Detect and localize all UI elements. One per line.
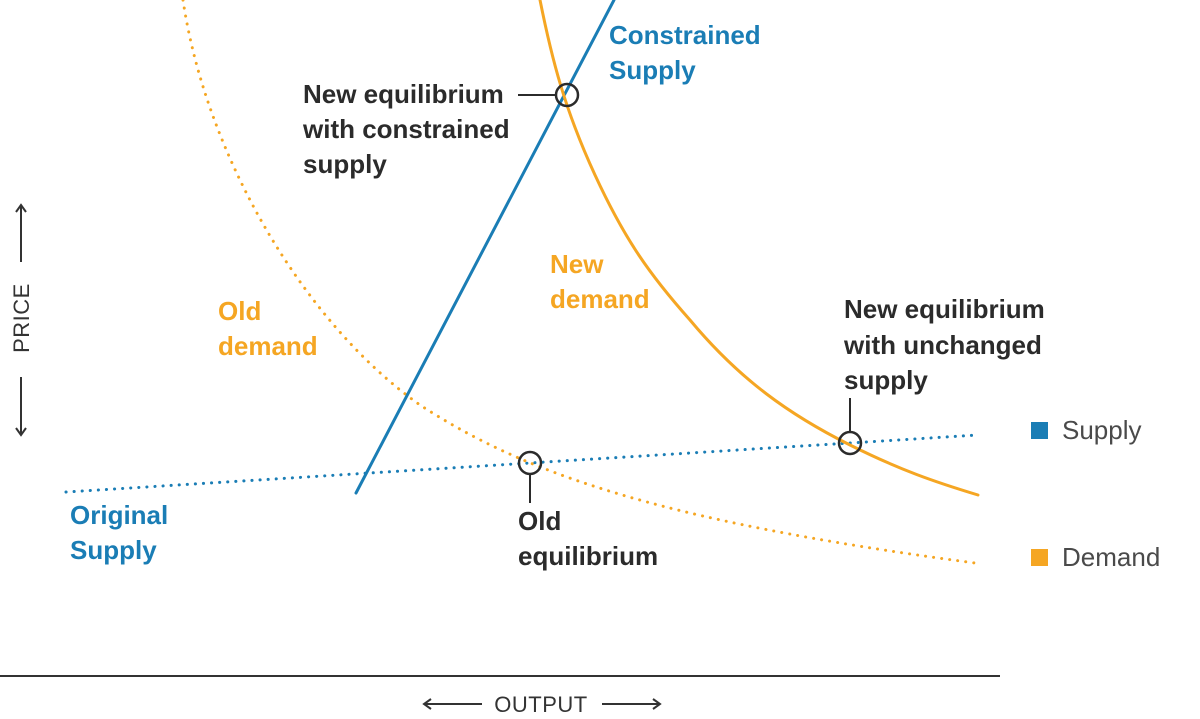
original-supply-label: Original Supply bbox=[70, 500, 175, 565]
legend-swatch-supply bbox=[1031, 422, 1048, 439]
new-demand-label: New demand bbox=[550, 249, 650, 314]
new-demand-curve bbox=[538, 0, 980, 497]
new-eq-unchanged-annotation: New equilibrium with unchanged supply bbox=[843, 294, 1052, 395]
x-axis-left-arrow bbox=[422, 698, 482, 710]
y-axis-up-arrow bbox=[15, 203, 27, 262]
old-demand-label: Old demand bbox=[218, 296, 318, 361]
x-axis-right-arrow bbox=[602, 698, 662, 710]
y-axis-label: PRICE bbox=[9, 283, 34, 353]
marker-old-eq bbox=[517, 450, 543, 476]
original-supply-line bbox=[64, 433, 980, 494]
old-demand-curve bbox=[181, 0, 977, 565]
legend-label-supply: Supply bbox=[1062, 415, 1142, 445]
legend-label-demand: Demand bbox=[1062, 542, 1160, 572]
legend-swatch-demand bbox=[1031, 549, 1048, 566]
constrained-supply-label: Constrained Supply bbox=[609, 20, 768, 85]
new-eq-constrained-annotation: New equilibrium with constrained supply bbox=[302, 79, 517, 179]
x-axis-label: OUTPUT bbox=[494, 692, 587, 717]
y-axis-down-arrow bbox=[15, 377, 27, 437]
constrained-supply-line bbox=[354, 0, 616, 495]
old-eq-annotation: Old equilibrium bbox=[518, 506, 658, 571]
